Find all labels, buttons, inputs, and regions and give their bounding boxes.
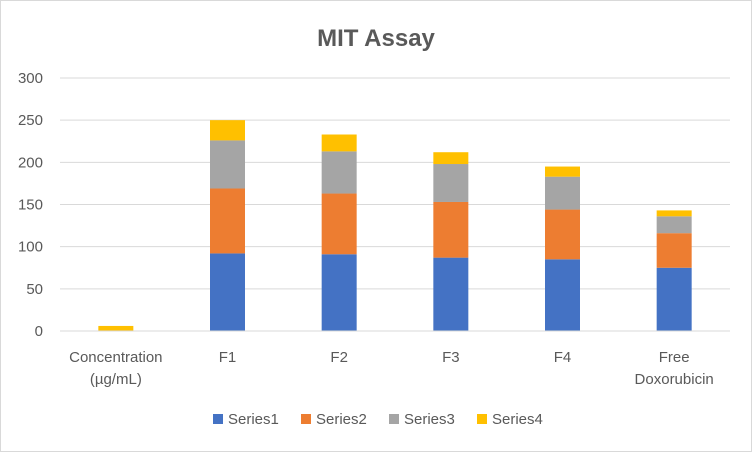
legend-label-series4: Series4 [492, 411, 543, 428]
bar-segment-series3 [433, 164, 469, 202]
x-tick-label: F4 [554, 349, 572, 366]
bar-segment-series3 [210, 140, 245, 189]
y-tick-label: 0 [35, 323, 43, 340]
bar-segment-series3 [656, 216, 692, 234]
bar-segment-series4 [98, 325, 134, 331]
x-tick-label: F2 [330, 349, 348, 366]
bar-segment-series2 [656, 233, 692, 268]
bar-segment-series4 [433, 152, 469, 165]
y-tick-label: 250 [18, 112, 43, 129]
chart-title: MIT Assay [317, 25, 435, 52]
bar-segment-series1 [656, 267, 692, 331]
y-tick-label: 100 [18, 239, 43, 256]
x-tick-label: Concentration (µg/mL) [69, 349, 162, 388]
bar-segment-series1 [545, 259, 580, 331]
legend-swatch-series2 [301, 414, 311, 424]
legend-label-series2: Series2 [316, 411, 367, 428]
legend-swatch-series4 [477, 414, 487, 424]
bar-segment-series1 [321, 254, 357, 331]
x-tick-label: F3 [442, 349, 460, 366]
bar-segment-series1 [210, 253, 245, 331]
bar-segment-series2 [545, 209, 580, 260]
legend-swatch-series1 [213, 414, 223, 424]
x-tick-label: Free Doxorubicin [635, 349, 714, 388]
y-tick-label: 150 [18, 197, 43, 214]
bar-segment-series2 [433, 201, 469, 258]
x-tick-label: F1 [219, 349, 237, 366]
bar-segment-series2 [321, 193, 357, 255]
bar-segment-series1 [433, 257, 469, 331]
bar-segment-series2 [210, 188, 245, 254]
legend-label-series1: Series1 [228, 411, 279, 428]
legend-label-series3: Series3 [404, 411, 455, 428]
bar-segment-series3 [321, 151, 357, 194]
bar-segment-series3 [545, 176, 580, 210]
bar-segment-series4 [210, 120, 245, 141]
bar-segment-series4 [321, 134, 357, 152]
legend-swatch-series3 [389, 414, 399, 424]
bar-segment-series4 [656, 210, 692, 217]
y-tick-label: 200 [18, 154, 43, 171]
y-tick-label: 300 [18, 70, 43, 87]
bar-segment-series4 [545, 166, 580, 177]
y-tick-label: 50 [26, 281, 43, 298]
